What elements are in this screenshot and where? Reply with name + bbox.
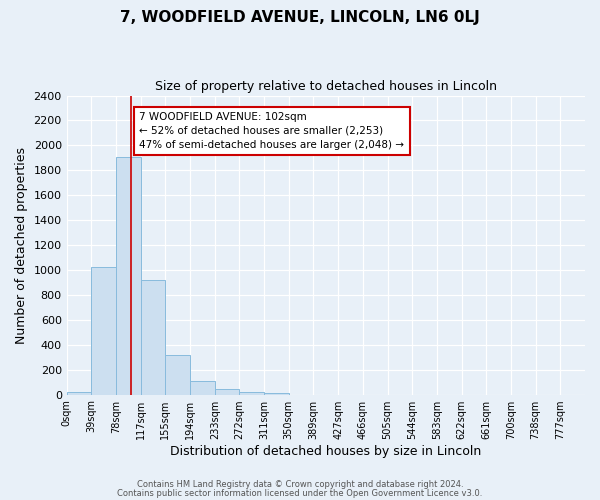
Y-axis label: Number of detached properties: Number of detached properties bbox=[15, 146, 28, 344]
Text: Contains HM Land Registry data © Crown copyright and database right 2024.: Contains HM Land Registry data © Crown c… bbox=[137, 480, 463, 489]
Bar bbox=[215, 389, 239, 394]
Bar bbox=[116, 156, 141, 394]
Text: Contains public sector information licensed under the Open Government Licence v3: Contains public sector information licen… bbox=[118, 489, 482, 498]
Bar bbox=[239, 392, 264, 394]
X-axis label: Distribution of detached houses by size in Lincoln: Distribution of detached houses by size … bbox=[170, 444, 481, 458]
Text: 7 WOODFIELD AVENUE: 102sqm
← 52% of detached houses are smaller (2,253)
47% of s: 7 WOODFIELD AVENUE: 102sqm ← 52% of deta… bbox=[139, 112, 404, 150]
Text: 7, WOODFIELD AVENUE, LINCOLN, LN6 0LJ: 7, WOODFIELD AVENUE, LINCOLN, LN6 0LJ bbox=[120, 10, 480, 25]
Bar bbox=[190, 381, 215, 394]
Bar bbox=[67, 392, 91, 394]
Bar bbox=[141, 280, 166, 394]
Bar bbox=[166, 354, 190, 395]
Bar bbox=[91, 268, 116, 394]
Title: Size of property relative to detached houses in Lincoln: Size of property relative to detached ho… bbox=[155, 80, 497, 93]
